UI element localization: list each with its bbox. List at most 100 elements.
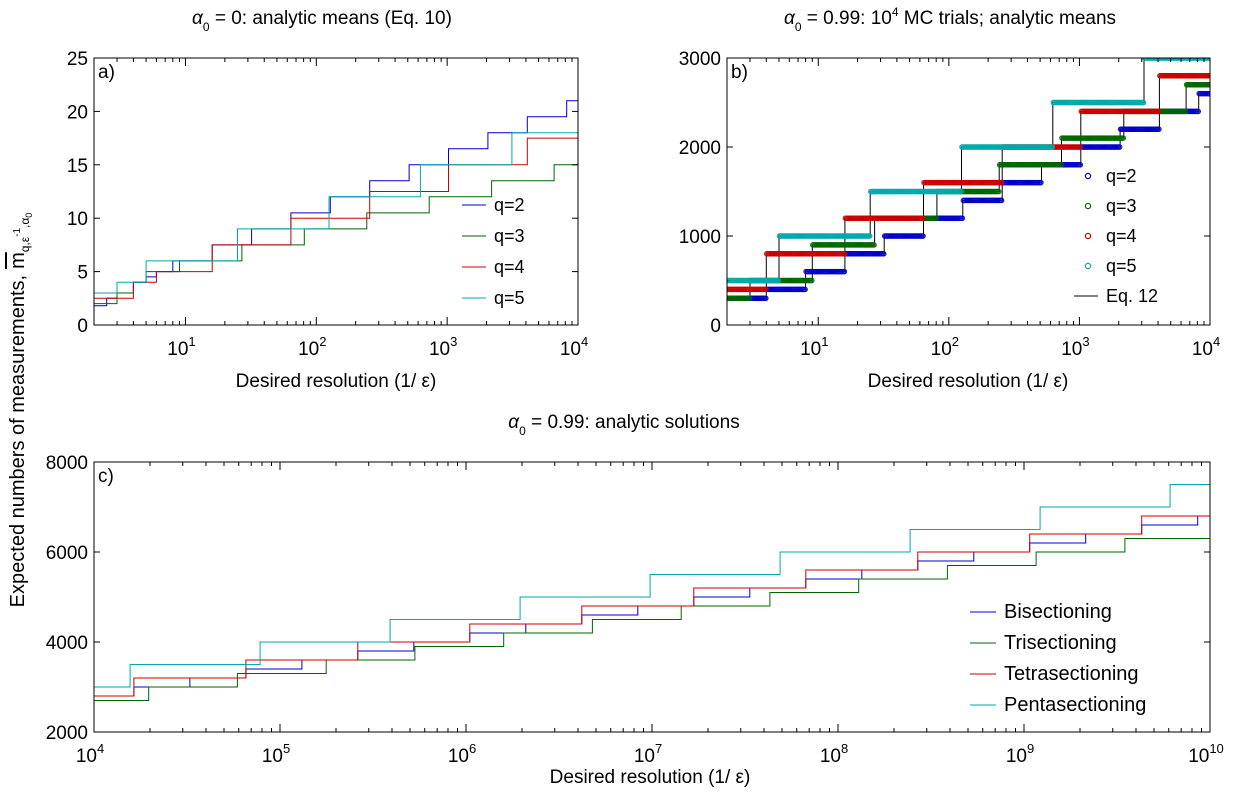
panel-b-label: b) xyxy=(731,62,748,83)
scatter-point xyxy=(1116,144,1123,150)
ytick-label: 4000 xyxy=(46,633,88,654)
panel-c: α0 = 0.99: analytic solutions 2000 4000 60… xyxy=(46,412,1224,788)
legend-label: q=3 xyxy=(1106,196,1137,216)
legend-label: q=5 xyxy=(1106,256,1137,276)
xtick-label: 105 xyxy=(262,741,290,767)
scatter-point xyxy=(1058,162,1064,168)
series-line-Trisectioning xyxy=(94,538,1210,701)
xtick-label: 101 xyxy=(800,334,828,360)
scatter-point xyxy=(866,233,873,239)
main-ylabel: Expected numbers of measurements,mq,ε-1,… xyxy=(7,213,34,608)
legend-label: Trisectioning xyxy=(1004,632,1117,654)
scatter-point xyxy=(746,295,753,302)
panel-a: α0 = 0: analytic means (Eq. 10) 0 5 10 15 20… xyxy=(67,8,588,392)
panel-c-legend: Bisectioning Trisectioning Tetrasectioning… xyxy=(970,601,1146,716)
panel-b: α0 = 0.99: 104 MC trials; analytic means… xyxy=(679,5,1220,392)
ytick-label: 3000 xyxy=(679,49,721,70)
scatter-point xyxy=(841,251,848,257)
scatter-point xyxy=(1049,144,1056,150)
scatter-point xyxy=(809,277,815,284)
scatter-point xyxy=(1077,144,1084,150)
scatter-point xyxy=(1182,108,1189,115)
series-q=3 xyxy=(727,81,1210,302)
legend-label: q=2 xyxy=(1106,166,1137,186)
panel-a-yticks: 0 5 10 15 20 25 xyxy=(67,49,578,337)
ytick-label: 8000 xyxy=(46,453,88,474)
panel-a-lines xyxy=(94,100,578,307)
panel-b-frame xyxy=(726,57,1211,326)
scatter-point xyxy=(920,215,926,221)
xtick-label: 103 xyxy=(1061,334,1089,360)
xtick-label: 107 xyxy=(634,741,662,767)
scatter-point xyxy=(959,215,966,221)
series-q=4 xyxy=(727,73,1210,293)
panel-a-legend: q=2 q=3 q=4 q=5 xyxy=(462,195,525,308)
xtick-label: 104 xyxy=(76,741,104,767)
panel-a-frame xyxy=(93,57,579,326)
series-q=5 xyxy=(727,58,1210,284)
legend-marker xyxy=(1084,202,1092,210)
legend-label: q=5 xyxy=(494,288,525,308)
legend-label: q=4 xyxy=(1106,226,1137,246)
legend-label: Tetrasectioning xyxy=(1004,663,1139,685)
legend-label: q=4 xyxy=(494,257,525,277)
legend-marker xyxy=(1084,232,1092,240)
scatter-point xyxy=(841,268,848,275)
ytick-label: 15 xyxy=(67,156,88,177)
series-q=2 xyxy=(727,73,1210,302)
legend-label: q=3 xyxy=(494,226,525,246)
legend-label: Pentasectioning xyxy=(1004,694,1146,716)
panel-c-frame xyxy=(93,461,1211,733)
scatter-point xyxy=(802,286,808,293)
xtick-label: 106 xyxy=(448,741,476,767)
panel-b-legend: q=2 q=3 q=4 q=5 Eq. 12 xyxy=(1074,166,1158,306)
scatter-point xyxy=(1140,99,1147,106)
ytick-label: 1000 xyxy=(679,227,721,248)
series-line-Tetrasectioning xyxy=(94,515,1210,697)
scatter-point xyxy=(1038,179,1044,186)
ytick-label: 0 xyxy=(77,316,88,337)
xtick-label: 102 xyxy=(931,334,959,360)
scatter-point xyxy=(763,295,769,302)
ytick-label: 5 xyxy=(77,263,88,284)
xtick-label: 1010 xyxy=(1188,741,1224,767)
scatter-point xyxy=(995,188,1002,195)
scatter-point xyxy=(933,215,940,221)
panel-b-xticks: 101 102 103 104 xyxy=(726,58,1220,360)
panel-a-title: α0 = 0: analytic means (Eq. 10) xyxy=(192,8,452,34)
legend-marker xyxy=(1084,262,1092,270)
legend-label: Bisectioning xyxy=(1004,601,1112,623)
eq12-line-5 xyxy=(727,58,1210,281)
xtick-label: 104 xyxy=(560,334,588,360)
panel-b-lines xyxy=(727,58,1210,302)
scatter-point xyxy=(1120,135,1127,141)
scatter-point xyxy=(775,277,782,284)
ytick-label: 6000 xyxy=(46,543,88,564)
scatter-point xyxy=(998,197,1005,204)
panel-b-yticks: 0 1000 2000 3000 xyxy=(679,49,1210,337)
xtick-label: 101 xyxy=(167,334,195,360)
xtick-label: 104 xyxy=(1192,334,1220,360)
panel-b-xlabel: Desired resolution (1/ ε) xyxy=(868,371,1069,392)
xtick-label: 102 xyxy=(298,334,326,360)
scatter-point xyxy=(920,233,926,239)
ytick-label: 10 xyxy=(67,209,88,230)
legend-label: Eq. 12 xyxy=(1106,286,1158,306)
xtick-label: 109 xyxy=(1006,741,1034,767)
panel-c-title: α0 = 0.99: analytic solutions xyxy=(508,412,739,438)
legend-marker xyxy=(1084,172,1092,180)
ytick-label: 20 xyxy=(67,102,88,123)
panel-c-xlabel: Desired resolution (1/ ε) xyxy=(550,767,751,788)
scatter-point xyxy=(1156,126,1162,132)
xtick-label: 103 xyxy=(429,334,457,360)
legend-label: q=2 xyxy=(494,195,525,215)
ytick-label: 2000 xyxy=(46,723,88,744)
scatter-point xyxy=(880,251,887,257)
ytick-label: 2000 xyxy=(679,138,721,159)
xtick-label: 108 xyxy=(820,741,848,767)
scatter-point xyxy=(763,286,769,293)
scatter-point xyxy=(958,188,964,195)
series-line-Pentasectioning xyxy=(94,484,1210,688)
panel-a-label: a) xyxy=(98,62,115,83)
